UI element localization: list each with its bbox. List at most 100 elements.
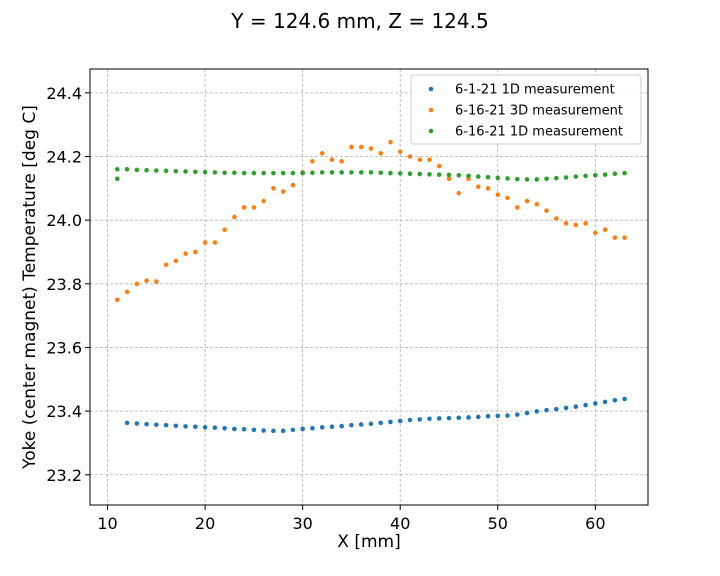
data-point	[280, 189, 286, 194]
data-point	[368, 146, 374, 151]
data-point	[602, 227, 608, 233]
data-point	[173, 168, 179, 174]
data-point	[485, 413, 491, 419]
data-point	[212, 425, 218, 430]
x-tick-label: 20	[195, 514, 215, 533]
data-point	[388, 139, 393, 145]
data-point	[427, 157, 432, 163]
series-1	[124, 396, 627, 434]
data-point	[495, 192, 501, 198]
data-point	[134, 421, 140, 426]
data-point	[154, 422, 159, 428]
data-point	[466, 415, 471, 420]
data-point	[329, 157, 335, 163]
data-point	[310, 158, 315, 164]
x-axis-title: X [mm]	[337, 532, 400, 552]
data-point	[241, 205, 247, 210]
data-point	[554, 406, 559, 412]
data-point	[193, 169, 198, 175]
data-point	[446, 415, 452, 421]
series-3	[115, 166, 627, 182]
data-point	[241, 170, 247, 176]
data-point	[475, 414, 481, 420]
data-point	[534, 201, 540, 207]
data-point	[339, 423, 344, 429]
data-point	[602, 172, 608, 177]
data-point	[144, 421, 149, 427]
data-point	[310, 426, 315, 431]
data-point	[378, 170, 384, 176]
data-point	[271, 186, 276, 191]
data-point	[514, 205, 520, 210]
legend: 6-1-21 1D measurement 6-16-21 3D measurem…	[410, 74, 642, 145]
data-point	[495, 413, 501, 419]
y-tick-label: 23.6	[46, 338, 82, 357]
data-point	[407, 154, 413, 159]
data-point	[319, 425, 325, 430]
legend-label: 6-16-21 1D measurement	[455, 125, 623, 140]
y-tick-label: 24.2	[46, 148, 82, 167]
plot-area-frame	[89, 68, 649, 506]
data-point	[251, 427, 257, 433]
data-point	[378, 151, 384, 156]
data-series	[115, 139, 627, 434]
data-point	[202, 425, 208, 430]
data-point	[407, 417, 413, 423]
data-point	[612, 397, 618, 403]
data-point	[514, 412, 520, 417]
y-tick-label: 23.4	[46, 402, 82, 421]
data-point	[232, 426, 237, 432]
data-point	[173, 258, 179, 264]
data-point	[193, 424, 198, 430]
x-tick-label: 40	[390, 514, 410, 533]
data-point	[261, 428, 266, 433]
data-point	[485, 174, 491, 180]
data-point	[436, 163, 442, 169]
data-point	[310, 170, 315, 176]
data-point	[241, 426, 247, 432]
data-point	[232, 170, 237, 176]
data-point	[124, 289, 130, 295]
data-point	[290, 427, 296, 433]
data-point	[232, 214, 237, 220]
data-point	[583, 221, 588, 226]
data-point	[251, 205, 257, 210]
data-point	[505, 413, 510, 418]
data-point	[554, 175, 559, 181]
data-point	[544, 176, 549, 182]
data-point	[593, 230, 598, 236]
data-point	[622, 170, 627, 176]
data-point	[163, 168, 169, 174]
data-point	[602, 399, 608, 405]
legend-marker	[428, 107, 434, 113]
data-point	[563, 175, 569, 180]
data-point	[456, 415, 462, 421]
data-point	[339, 170, 344, 175]
data-point	[300, 426, 305, 432]
data-point	[593, 172, 598, 178]
data-point	[300, 170, 305, 176]
data-point	[319, 170, 325, 175]
x-tick-label: 30	[292, 514, 312, 533]
data-point	[202, 169, 208, 175]
data-point	[163, 262, 169, 268]
data-point	[115, 297, 120, 303]
data-point	[573, 222, 579, 228]
data-point	[222, 426, 227, 431]
data-point	[573, 174, 579, 179]
data-point	[514, 176, 520, 182]
legend-label: 6-1-21 1D measurement	[455, 83, 615, 98]
data-point	[436, 172, 442, 177]
data-point	[261, 170, 266, 176]
data-point	[202, 240, 208, 245]
data-point	[475, 184, 481, 190]
y-axis-title: Yoke (center magnet) Temperature [deg C]	[20, 105, 40, 470]
data-point	[212, 170, 218, 175]
data-point	[534, 177, 540, 182]
data-point	[456, 172, 462, 178]
data-point	[358, 144, 364, 150]
data-point	[466, 173, 471, 179]
data-point	[358, 422, 364, 427]
data-point	[388, 170, 393, 176]
data-point	[475, 174, 481, 179]
